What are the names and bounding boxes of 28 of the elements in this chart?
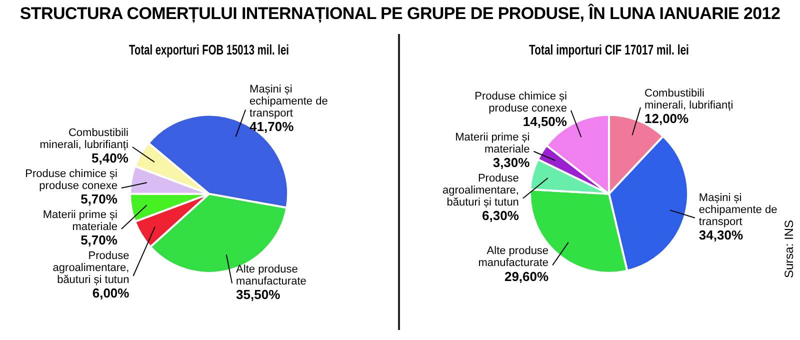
- data-label: 35,50%: [236, 286, 281, 302]
- slice-label: Produse chimice și produse conexe: [474, 90, 567, 114]
- slice-label: Combustibili minerali, lubrifianți: [40, 127, 128, 152]
- text: STRUCTURA COMERȚULUI INTERNAȚIONAL PE GRUPE DE PRODUSE, ÎN LUNA IANUARIE 2012: [18, 4, 782, 24]
- slice-label: Alte produse manufacturate: [478, 245, 549, 270]
- data-label: 3,30%: [492, 154, 530, 170]
- data-label: 5,70%: [80, 232, 118, 248]
- slice-label: Mașini și echipamente de transport: [698, 192, 778, 228]
- slice-label: Produse agroalimentare, băuturi și tutun: [52, 250, 130, 286]
- data-label: 12,00%: [644, 111, 690, 126]
- chart-title: Total importuri CIF 17017 mil. lei: [529, 42, 689, 58]
- data-label: 41,70%: [250, 119, 294, 134]
- slice-label: Materii prime și materiale: [455, 131, 530, 156]
- slice-label: Combustibili minerali, lubrifianți: [644, 87, 734, 112]
- slice-label: Mașini și echipamente de transport: [250, 84, 328, 120]
- data-label: 6,30%: [482, 208, 520, 223]
- chart-subtitle: Total exporturi FOB 15013 mil. lei: [129, 42, 289, 58]
- data-label: 14,50%: [522, 114, 568, 129]
- slice-label: Produse agroalimentare, băuturi și tutun: [442, 172, 519, 208]
- slice-label: Alte produse manufacturate: [236, 263, 306, 288]
- data-label: 6,00%: [92, 286, 130, 301]
- slice-label: Materii prime și materiale: [42, 209, 118, 234]
- data-label: 5,70%: [80, 192, 118, 207]
- text: Sursa: INS: [782, 220, 796, 278]
- data-label: 29,60%: [504, 268, 549, 284]
- slice-label: Produse chimice și produse conexe: [25, 168, 118, 192]
- data-label: 34,30%: [698, 227, 744, 242]
- data-label: 5,40%: [92, 150, 129, 166]
